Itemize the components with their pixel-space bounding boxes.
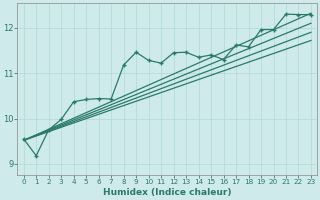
X-axis label: Humidex (Indice chaleur): Humidex (Indice chaleur) [103, 188, 232, 197]
